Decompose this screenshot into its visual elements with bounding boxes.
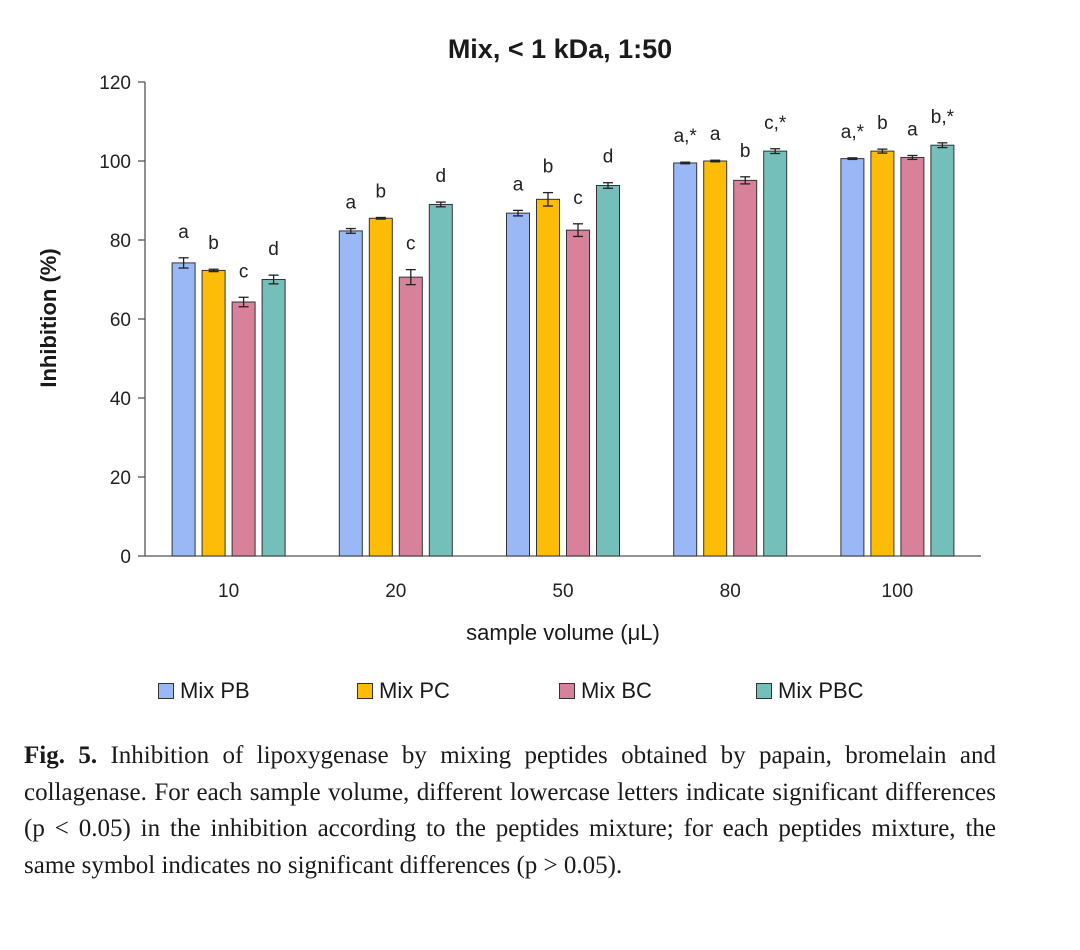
bar: [261, 279, 286, 557]
y-tick-label: 120: [99, 73, 131, 94]
significance-label: b,*: [931, 107, 955, 128]
y-tick-label: 40: [110, 389, 131, 410]
figure-caption: Fig. 5. Inhibition of lipoxygenase by mi…: [24, 738, 996, 884]
significance-label: a,*: [674, 126, 698, 147]
significance-label: a: [710, 124, 721, 145]
x-tick-label: 10: [218, 581, 239, 602]
legend-swatch: [357, 683, 373, 699]
significance-label: a,*: [841, 122, 865, 143]
x-tick-label: 100: [882, 581, 914, 602]
bar: [231, 301, 256, 557]
significance-label: c: [239, 261, 249, 282]
significance-label: a: [346, 193, 357, 214]
legend-label: Mix PC: [379, 678, 450, 703]
significance-label: b: [740, 141, 751, 162]
y-tick-label: 60: [110, 310, 131, 331]
bar: [763, 150, 788, 557]
bar: [673, 162, 698, 557]
legend-label: Mix PBC: [778, 678, 864, 703]
bar: [428, 203, 453, 557]
significance-label: d: [436, 166, 447, 187]
y-tick-label: 20: [110, 468, 131, 489]
bar: [506, 212, 530, 557]
y-tick-label: 0: [120, 547, 131, 568]
y-tick-label: 100: [99, 152, 131, 173]
bar: [596, 184, 620, 557]
significance-label: a: [907, 119, 918, 140]
bar: [536, 198, 560, 557]
caption-label: Fig. 5.: [24, 742, 98, 769]
chart: Mix, < 1 kDa, 1:50 Inhibition (%) sample…: [36, 34, 981, 645]
x-tick-label: 50: [552, 581, 573, 602]
x-axis-label: sample volume (μL): [466, 620, 660, 645]
bar: [398, 276, 423, 557]
legend-swatch: [559, 683, 575, 699]
significance-label: c: [406, 234, 416, 255]
legend-label: Mix BC: [581, 678, 652, 703]
bar: [703, 160, 728, 557]
significance-label: b: [877, 113, 888, 134]
legend-label: Mix PB: [180, 678, 250, 703]
significance-label: a: [178, 222, 189, 243]
bar: [733, 179, 758, 557]
bar: [201, 269, 226, 557]
legend-item: Mix BC: [559, 678, 652, 704]
bar: [930, 144, 955, 557]
significance-label: d: [603, 147, 614, 168]
legend-item: Mix PC: [357, 678, 450, 704]
significance-label: c: [573, 188, 583, 209]
significance-label: b: [376, 181, 387, 202]
bar: [171, 262, 196, 557]
significance-label: d: [268, 239, 279, 260]
y-axis-label: Inhibition (%): [36, 248, 61, 387]
significance-label: b: [543, 157, 554, 178]
significance-label: c,*: [764, 113, 787, 134]
legend-item: Mix PBC: [756, 678, 864, 704]
legend-swatch: [158, 683, 174, 699]
significance-label: b: [208, 233, 219, 254]
legend-swatch: [756, 683, 772, 699]
caption-text: Inhibition of lipoxygenase by mixing pep…: [24, 742, 997, 879]
legend: Mix PB Mix PC Mix BC Mix PBC: [0, 678, 1080, 712]
legend-item: Mix PB: [158, 678, 250, 704]
y-tick-label: 80: [110, 231, 131, 252]
bar: [566, 229, 590, 557]
chart-title: Mix, < 1 kDa, 1:50: [448, 34, 672, 64]
bar: [840, 158, 865, 557]
bar: [338, 230, 363, 557]
significance-label: a: [513, 174, 524, 195]
x-tick-label: 20: [385, 581, 406, 602]
bar: [368, 217, 393, 557]
bar: [900, 156, 925, 557]
bar: [870, 150, 895, 557]
x-tick-label: 80: [720, 581, 741, 602]
